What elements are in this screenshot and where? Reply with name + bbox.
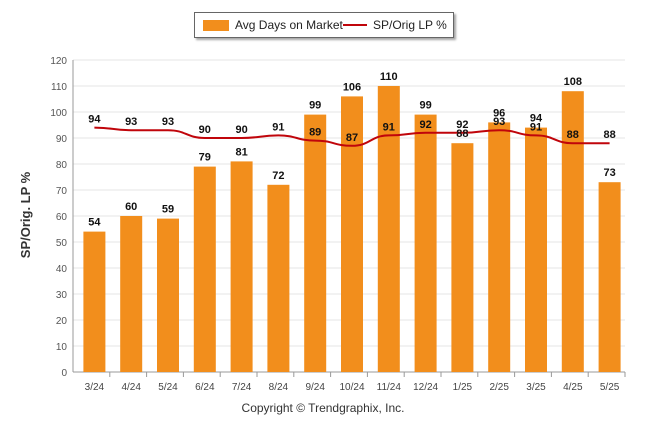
legend-line-swatch: [343, 24, 367, 26]
line-data-label: 94: [88, 114, 101, 126]
bar: [414, 114, 437, 372]
y-tick-label: 30: [56, 290, 68, 301]
bar-data-label: 81: [235, 146, 247, 158]
bar: [120, 216, 143, 372]
y-tick-label: 40: [56, 264, 68, 275]
line-series: [94, 126, 610, 147]
x-tick-label: 1/25: [453, 382, 473, 393]
copyright-text: Copyright © Trendgraphix, Inc.: [241, 401, 405, 415]
x-tick-label: 7/24: [232, 382, 252, 393]
y-tick-label: 50: [56, 238, 68, 249]
line-data-label: 87: [346, 132, 358, 144]
line-data-label: 91: [272, 121, 284, 133]
line-data-label: 93: [125, 116, 137, 128]
bar-data-label: 96: [493, 107, 505, 119]
bar: [304, 114, 327, 372]
x-tick-label: 3/24: [85, 382, 105, 393]
bar-data-label: 73: [603, 167, 615, 179]
x-tick-label: 5/25: [600, 382, 620, 393]
line-data-label: 92: [419, 119, 431, 131]
line-data-label: 88: [567, 129, 579, 141]
x-tick-label: 3/25: [526, 382, 546, 393]
bar: [561, 91, 584, 372]
bar-data-label: 60: [125, 201, 137, 213]
line-data-label: 91: [383, 121, 395, 133]
x-tick-label: 4/24: [121, 382, 141, 393]
bar-data-label: 59: [162, 204, 174, 216]
bar-data-label: 72: [272, 170, 284, 182]
bar: [83, 231, 106, 372]
bar: [598, 182, 621, 372]
x-tick-label: 6/24: [195, 382, 215, 393]
bar-data-label: 99: [419, 100, 431, 112]
line-data-label: 92: [456, 119, 468, 131]
bar-data-label: 99: [309, 100, 321, 112]
bar-data-label: 94: [530, 113, 543, 125]
bar: [267, 184, 290, 372]
bar: [451, 143, 474, 372]
line-data-label: 93: [493, 116, 505, 128]
y-tick-label: 110: [51, 82, 67, 93]
bar: [230, 161, 253, 372]
legend-line-label: SP/Orig LP %: [373, 18, 447, 32]
x-tick-label: 4/25: [563, 382, 583, 393]
bar-data-label: 106: [343, 81, 361, 93]
y-tick-label: 0: [61, 368, 67, 379]
y-tick-label: 20: [56, 316, 68, 327]
line-data-label: 88: [603, 129, 615, 141]
legend-item-line: SP/Orig LP %: [343, 18, 447, 32]
bar: [341, 96, 363, 373]
bar-data-label: 54: [88, 217, 101, 229]
x-tick-label: 2/25: [489, 382, 509, 393]
y-tick-label: 70: [56, 186, 68, 197]
x-tick-label: 8/24: [269, 382, 289, 393]
x-tick-label: 12/24: [413, 382, 438, 393]
y-tick-label: 80: [56, 160, 68, 171]
bar-data-label: 88: [456, 128, 468, 140]
legend-bar-label: Avg Days on Market: [235, 18, 343, 32]
legend-bar-swatch: [203, 19, 229, 31]
x-tick-label: 9/24: [305, 382, 325, 393]
legend: Avg Days on Market SP/Orig LP %: [194, 12, 454, 38]
line-data-label: 89: [309, 127, 321, 139]
line-data-label: 91: [530, 121, 542, 133]
x-tick-label: 10/24: [339, 382, 364, 393]
bar: [488, 122, 511, 373]
bar-data-label: 110: [380, 71, 398, 83]
bar: [157, 218, 179, 372]
y-tick-label: 60: [56, 212, 68, 223]
y-tick-label: 10: [56, 342, 68, 353]
y-tick-label: 120: [50, 56, 67, 67]
y-tick-label: 100: [50, 108, 67, 119]
x-tick-label: 11/24: [377, 382, 402, 393]
legend-item-bar: Avg Days on Market: [203, 18, 343, 32]
line-data-label: 90: [199, 124, 211, 136]
y-tick-label: 90: [56, 134, 68, 145]
x-tick-label: 5/24: [158, 382, 178, 393]
line-data-label: 93: [162, 116, 174, 128]
bar: [377, 86, 400, 372]
bar-data-label: 79: [199, 152, 211, 164]
bar-data-label: 108: [564, 76, 582, 88]
bar: [525, 127, 547, 372]
line-data-label: 90: [235, 124, 247, 136]
bar: [193, 166, 216, 372]
